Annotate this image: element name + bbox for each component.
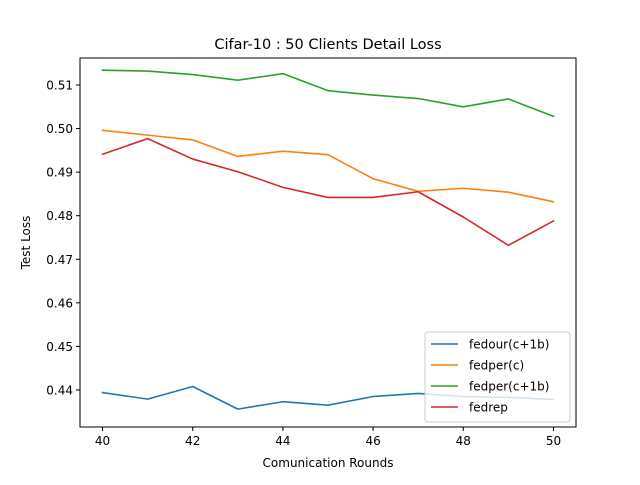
y-tick-label: 0.45 <box>46 340 73 354</box>
legend-box <box>424 331 571 423</box>
x-tick-label: 44 <box>275 434 290 448</box>
y-tick-label: 0.46 <box>46 296 73 310</box>
y-tick-label: 0.44 <box>46 383 73 397</box>
plot-frame <box>79 57 577 428</box>
chart-title: Cifar-10 : 50 Clients Detail Loss <box>214 37 441 53</box>
x-tick-label: 40 <box>95 434 110 448</box>
legend-label: fedper(c) <box>469 359 524 373</box>
y-tick-label: 0.49 <box>46 166 73 180</box>
x-axis: 40 42 44 46 48 50 <box>95 427 561 448</box>
series-line-fedper-c <box>101 129 555 203</box>
legend-label: fedour(c+1b) <box>469 338 549 352</box>
x-tick-label: 48 <box>456 434 471 448</box>
x-axis-label: Comunication Rounds <box>263 456 394 470</box>
y-axis-label: Test Loss <box>19 216 33 271</box>
y-tick-label: 0.47 <box>46 253 73 267</box>
x-tick-label: 50 <box>546 434 561 448</box>
series-line-fedrep <box>101 137 555 247</box>
series-line-fedper-c-1b <box>101 69 555 118</box>
legend: fedour(c+1b) fedper(c) fedper(c+1b) fedrep <box>424 331 571 423</box>
x-tick-label: 42 <box>185 434 200 448</box>
legend-label: fedrep <box>469 401 508 415</box>
x-tick-label: 46 <box>365 434 380 448</box>
y-axis: 0.44 0.45 0.46 0.47 0.48 0.49 0.50 0.51 <box>46 79 80 397</box>
y-tick-label: 0.51 <box>46 79 73 93</box>
y-tick-label: 0.50 <box>46 122 73 136</box>
y-tick-label: 0.48 <box>46 209 73 223</box>
legend-label: fedper(c+1b) <box>469 380 549 394</box>
